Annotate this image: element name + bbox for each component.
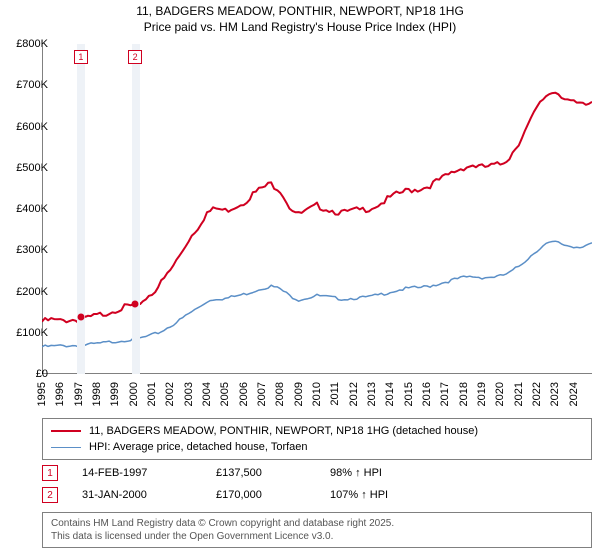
x-tick-label: 2022	[531, 382, 543, 406]
title-line-1: 11, BADGERS MEADOW, PONTHIR, NEWPORT, NP…	[0, 4, 600, 20]
y-tick-label: £400K	[16, 203, 48, 215]
x-tick-label: 2014	[384, 382, 396, 406]
x-tick-label: 2010	[311, 382, 323, 406]
transaction-price: £170,000	[216, 489, 306, 501]
y-tick-label: £600K	[16, 121, 48, 133]
x-tick-label: 1998	[91, 382, 103, 406]
x-tick-label: 2011	[329, 382, 341, 406]
transaction-marker-badge: 2	[128, 50, 142, 64]
y-tick-label: £700K	[16, 79, 48, 91]
y-tick-label: £800K	[16, 38, 48, 50]
legend-label-property: 11, BADGERS MEADOW, PONTHIR, NEWPORT, NP…	[89, 425, 478, 437]
x-tick-label: 2009	[293, 382, 305, 406]
x-tick-label: 2013	[366, 382, 378, 406]
x-tick-label: 2004	[201, 382, 213, 406]
x-tick-label: 2007	[256, 382, 268, 406]
x-tick-label: 2017	[439, 382, 451, 406]
x-tick-label: 2020	[494, 382, 506, 406]
x-tick-label: 2023	[549, 382, 561, 406]
x-tick-label: 2005	[219, 382, 231, 406]
chart-svg	[42, 44, 592, 374]
legend-item-property: 11, BADGERS MEADOW, PONTHIR, NEWPORT, NP…	[51, 423, 583, 439]
transaction-price: £137,500	[216, 467, 306, 479]
attribution-line-2: This data is licensed under the Open Gov…	[51, 530, 583, 543]
x-tick-label: 2001	[146, 382, 158, 406]
y-tick-label: £200K	[16, 286, 48, 298]
attribution: Contains HM Land Registry data © Crown c…	[42, 512, 592, 548]
legend-swatch-hpi	[51, 447, 81, 448]
x-tick-label: 1997	[73, 382, 85, 406]
chart-plot-area: 12	[42, 44, 592, 374]
transaction-hpi-delta: 98% ↑ HPI	[330, 467, 382, 479]
x-tick-label: 2003	[183, 382, 195, 406]
y-tick-label: £100K	[16, 327, 48, 339]
transaction-hpi-delta: 107% ↑ HPI	[330, 489, 388, 501]
legend: 11, BADGERS MEADOW, PONTHIR, NEWPORT, NP…	[42, 418, 592, 460]
y-tick-label: £500K	[16, 162, 48, 174]
transaction-row: 2 31-JAN-2000 £170,000 107% ↑ HPI	[42, 484, 592, 506]
x-tick-label: 2019	[476, 382, 488, 406]
transaction-date: 14-FEB-1997	[82, 467, 192, 479]
transaction-date: 31-JAN-2000	[82, 489, 192, 501]
x-tick-label: 2000	[128, 382, 140, 406]
x-tick-label: 2024	[568, 382, 580, 406]
transaction-marker	[132, 300, 139, 307]
legend-swatch-property	[51, 430, 81, 432]
x-tick-label: 1996	[54, 382, 66, 406]
legend-label-hpi: HPI: Average price, detached house, Torf…	[89, 441, 308, 453]
x-tick-label: 2008	[274, 382, 286, 406]
transaction-marker-badge: 1	[74, 50, 88, 64]
title-line-2: Price paid vs. HM Land Registry's House …	[0, 20, 600, 36]
x-tick-label: 2012	[348, 382, 360, 406]
y-tick-label: £300K	[16, 244, 48, 256]
transaction-marker	[77, 314, 84, 321]
x-tick-label: 2002	[164, 382, 176, 406]
transactions-table: 1 14-FEB-1997 £137,500 98% ↑ HPI 2 31-JA…	[42, 462, 592, 506]
x-tick-label: 2016	[421, 382, 433, 406]
x-tick-label: 2018	[458, 382, 470, 406]
shaded-band	[132, 44, 140, 374]
transaction-row: 1 14-FEB-1997 £137,500 98% ↑ HPI	[42, 462, 592, 484]
attribution-line-1: Contains HM Land Registry data © Crown c…	[51, 517, 583, 530]
x-tick-label: 1995	[36, 382, 48, 406]
chart-title: 11, BADGERS MEADOW, PONTHIR, NEWPORT, NP…	[0, 0, 600, 35]
x-tick-label: 2006	[238, 382, 250, 406]
x-tick-label: 2021	[513, 382, 525, 406]
transaction-badge: 2	[42, 487, 58, 503]
y-tick-label: £0	[36, 368, 48, 380]
transaction-badge: 1	[42, 465, 58, 481]
legend-item-hpi: HPI: Average price, detached house, Torf…	[51, 439, 583, 455]
x-tick-label: 1999	[109, 382, 121, 406]
shaded-band	[77, 44, 85, 374]
x-tick-label: 2015	[403, 382, 415, 406]
